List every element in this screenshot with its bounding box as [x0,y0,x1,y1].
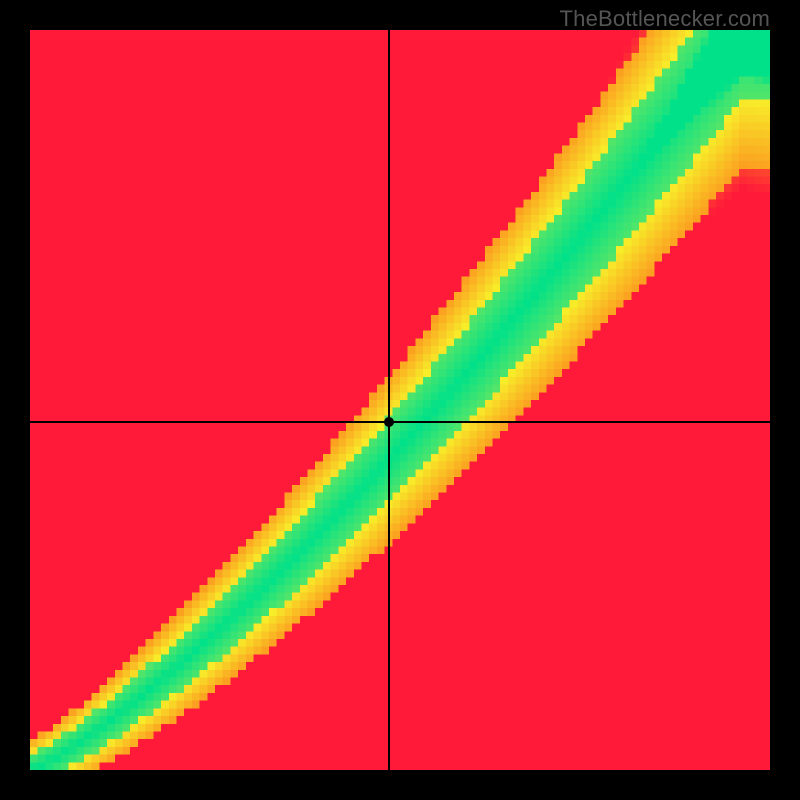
heatmap-canvas [30,30,770,770]
watermark-label: TheBottlenecker.com [560,6,770,32]
chart-container: TheBottlenecker.com [0,0,800,800]
crosshair-vertical [388,30,390,770]
crosshair-horizontal [30,421,770,423]
